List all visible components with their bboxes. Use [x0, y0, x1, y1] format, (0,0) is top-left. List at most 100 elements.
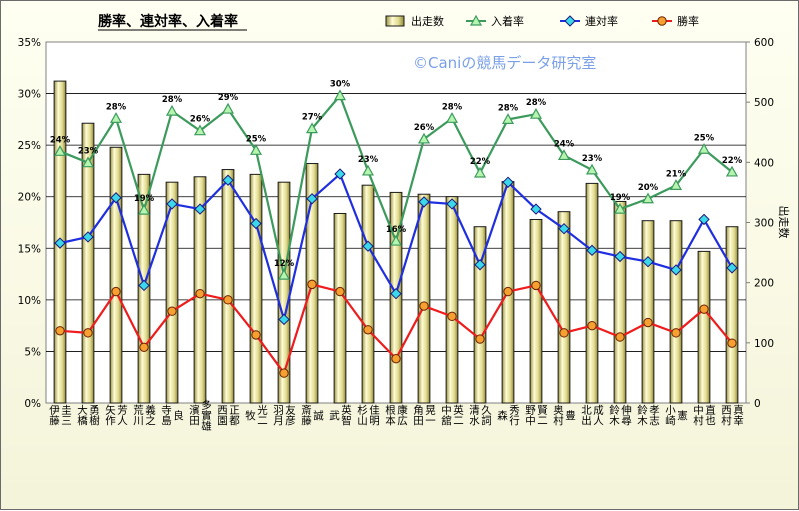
point-label: 24%: [554, 139, 575, 149]
point-連対率: [54, 237, 66, 249]
legend-marker: [564, 15, 576, 27]
point-label: 24%: [50, 135, 71, 145]
x-tick-label: 西園: [216, 405, 228, 427]
point-label: 30%: [330, 80, 351, 90]
x-tick-label: 友彦: [284, 404, 296, 427]
legend-label: 連対率: [585, 14, 618, 28]
x-tick-label: 角田: [412, 405, 424, 426]
point-label: 19%: [134, 194, 155, 204]
bar-starts: [165, 181, 179, 404]
x-tick-label: 成人: [592, 405, 604, 426]
point-連対率: [166, 198, 178, 210]
bar-starts: [109, 146, 123, 404]
point-入着率: [725, 165, 739, 177]
x-tick-label: 誠: [312, 409, 324, 421]
point-連対率: [502, 176, 514, 188]
x-tick-label: 杉山: [356, 404, 368, 426]
x-tick-label: 斎藤: [300, 404, 312, 427]
legend-label: 入着率: [491, 14, 524, 28]
x-tick-label: 芳人: [116, 404, 128, 426]
point-入着率: [669, 179, 683, 190]
point-勝率: [615, 332, 625, 342]
point-label: 25%: [694, 133, 715, 143]
point-入着率: [445, 112, 459, 123]
x-tick-label: 賢二: [536, 405, 548, 426]
point-入着率: [641, 192, 655, 204]
x-tick-label: 真幸: [732, 404, 744, 427]
y-left-tick-label: 25%: [18, 140, 41, 152]
x-tick-label: 久詞: [480, 405, 492, 427]
series-lines: [53, 89, 739, 378]
x-tick-label: 直也: [704, 404, 716, 426]
point-入着率: [529, 107, 543, 119]
legend: 出走数 入着率 連対率 勝率: [385, 14, 699, 28]
point-勝率: [587, 320, 597, 331]
legend-label: 勝率: [677, 14, 699, 28]
x-tick-label: 野中: [524, 405, 536, 427]
point-label: 23%: [78, 147, 99, 157]
point-入着率: [585, 163, 599, 175]
bar-starts: [417, 193, 431, 404]
x-tick-label: 佳明: [368, 404, 380, 427]
x-tick-label: 圭三: [60, 404, 72, 426]
point-勝率: [167, 306, 177, 316]
point-連対率: [82, 231, 94, 243]
point-入着率: [501, 113, 515, 124]
y-right-tick-label: 300: [754, 218, 774, 230]
point-勝率: [139, 342, 149, 353]
point-入着率: [417, 132, 431, 144]
point-label: 21%: [666, 169, 687, 179]
x-tick-label: 憲: [676, 409, 688, 420]
point-勝率: [559, 328, 569, 338]
point-勝率: [391, 353, 401, 364]
bar-starts: [529, 218, 543, 404]
y-left-tick-label: 35%: [18, 37, 41, 49]
x-tick-label: 清水: [468, 404, 480, 426]
point-連対率: [334, 168, 346, 180]
point-勝率: [279, 368, 289, 378]
point-勝率: [419, 301, 429, 311]
point-勝率: [671, 328, 681, 338]
point-入着率: [305, 122, 319, 134]
bar-starts: [333, 212, 347, 404]
x-tick-label: 良: [172, 409, 184, 421]
point-勝率: [83, 328, 93, 338]
point-入着率: [389, 234, 403, 246]
x-tick-label: 中村: [692, 404, 704, 426]
bar-starts: [445, 196, 459, 404]
point-label: 20%: [638, 183, 659, 193]
x-tick-label: 豊: [564, 409, 576, 420]
x-tick-label: 多實雄: [200, 398, 212, 431]
point-勝率: [503, 286, 513, 297]
x-tick-label: 羽月: [272, 405, 284, 427]
x-tick-label: 英二: [452, 404, 464, 426]
point-label: 29%: [218, 93, 239, 103]
bar-starts: [249, 173, 263, 404]
point-連対率: [138, 279, 150, 292]
y-left-tick-label: 30%: [18, 89, 41, 101]
x-tick-label: 晃一: [424, 405, 436, 426]
legend-marker: [469, 14, 483, 26]
point-label: 26%: [190, 115, 211, 125]
y-right-tick-label: 400: [754, 157, 774, 169]
point-入着率: [613, 202, 627, 214]
point-入着率: [277, 268, 291, 280]
point-連対率: [250, 217, 262, 230]
point-label: 22%: [722, 156, 743, 166]
y-right-tick-label: 100: [754, 338, 774, 350]
legend-swatch: [385, 15, 405, 27]
bar-starts: [641, 220, 655, 404]
point-入着率: [137, 203, 151, 215]
y-left-tick-label: 5%: [24, 346, 41, 358]
point-勝率: [307, 279, 317, 290]
x-tick-label: 伊藤: [48, 405, 60, 427]
point-連対率: [418, 196, 430, 208]
bar-starts: [361, 184, 375, 404]
point-label: 28%: [162, 95, 183, 105]
point-入着率: [333, 89, 347, 101]
point-連対率: [698, 213, 710, 226]
x-tick-label: 勇樹: [88, 405, 100, 427]
x-tick-label: 濱田: [188, 404, 200, 426]
point-連対率: [446, 198, 458, 210]
